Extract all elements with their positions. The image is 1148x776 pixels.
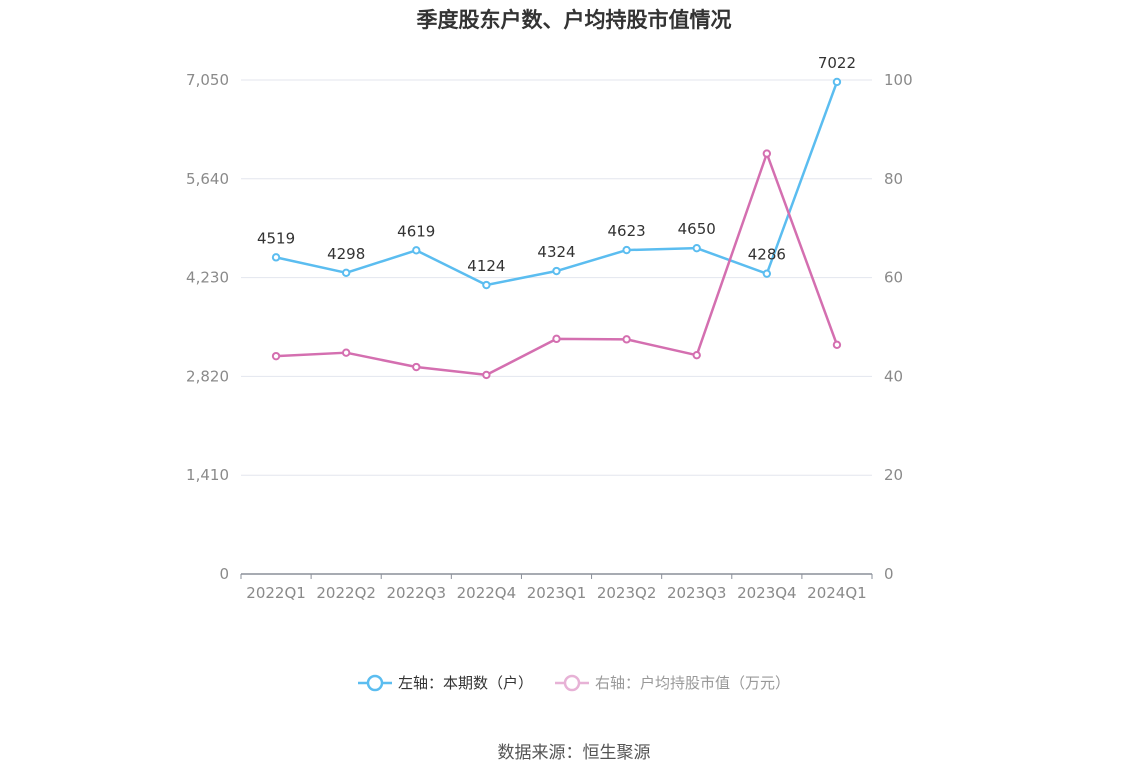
legend-label-right: 右轴：户均持股市值（万元） [595, 674, 791, 692]
legend-item-left-series[interactable]: 左轴：本期数（户） [357, 672, 533, 693]
legend: 左轴：本期数（户） 右轴：户均持股市值（万元） [0, 672, 1148, 693]
x-tick-label: 2023Q1 [527, 584, 587, 602]
data-point [832, 77, 842, 87]
left-tick-label: 7,050 [186, 71, 229, 89]
legend-label-left: 左轴：本期数（户） [397, 674, 533, 692]
data-point [762, 269, 772, 278]
data-point [692, 243, 701, 253]
data-label: 4124 [467, 257, 505, 275]
data-point [622, 335, 631, 344]
data-point [622, 245, 631, 255]
data-point [762, 149, 772, 158]
data-point [271, 253, 281, 262]
data-label: 4519 [257, 229, 295, 247]
data-point [341, 348, 351, 357]
x-tick-label: 2022Q3 [387, 584, 447, 602]
x-tick-label: 2022Q1 [246, 584, 306, 602]
grid-lines [241, 79, 872, 476]
data-point [412, 362, 421, 372]
x-tick-label: 2022Q2 [316, 584, 376, 602]
data-point [552, 334, 561, 344]
data-label: 7022 [818, 54, 856, 72]
x-tick-label: 2024Q1 [807, 584, 867, 602]
data-labels: 4519 4298 4619 4124 4324 4623 4650 4286 7022 [257, 54, 856, 275]
data-point [832, 340, 842, 349]
left-tick-label: 2,820 [186, 367, 229, 385]
right-tick-label: 100 [884, 71, 913, 89]
right-tick-label: 0 [884, 565, 894, 583]
legend-item-right-series[interactable]: 右轴：户均持股市值（万元） [555, 672, 790, 693]
data-point [482, 370, 491, 380]
x-tick-label: 2023Q2 [597, 584, 657, 602]
left-tick-label: 0 [219, 565, 229, 583]
right-tick-label: 20 [884, 466, 903, 484]
left-tick-label: 1,410 [186, 466, 229, 484]
right-tick-label: 60 [884, 269, 903, 287]
legend-marker-right [555, 674, 589, 691]
data-label: 4286 [748, 246, 786, 264]
data-label: 4324 [537, 243, 575, 261]
right-tick-label: 40 [884, 367, 903, 385]
data-point [271, 351, 281, 361]
x-tick-label: 2022Q4 [457, 584, 517, 602]
legend-marker-left [357, 674, 392, 691]
series-layer [271, 77, 842, 380]
data-point [692, 350, 701, 360]
source-note: 数据来源：恒生聚源 [497, 743, 651, 763]
data-label: 4619 [397, 222, 435, 240]
left-tick-label: 5,640 [186, 170, 229, 188]
x-tick-label: 2023Q3 [667, 584, 727, 602]
data-point [341, 268, 351, 278]
data-label: 4650 [678, 220, 716, 238]
data-label: 4298 [327, 245, 365, 263]
left-tick-label: 4,230 [186, 269, 229, 287]
data-label: 4623 [608, 222, 646, 240]
data-point [482, 280, 491, 290]
right-tick-label: 80 [884, 170, 903, 188]
data-point [412, 246, 421, 255]
axes: 0 1,410 2,820 4,230 5,640 7,050 0 20 40 60 80 100 20… [186, 71, 913, 602]
x-tick-label: 2023Q4 [737, 584, 797, 602]
data-point [552, 266, 561, 276]
chart-title: 季度股东户数、户均持股市值情况 [416, 8, 732, 32]
